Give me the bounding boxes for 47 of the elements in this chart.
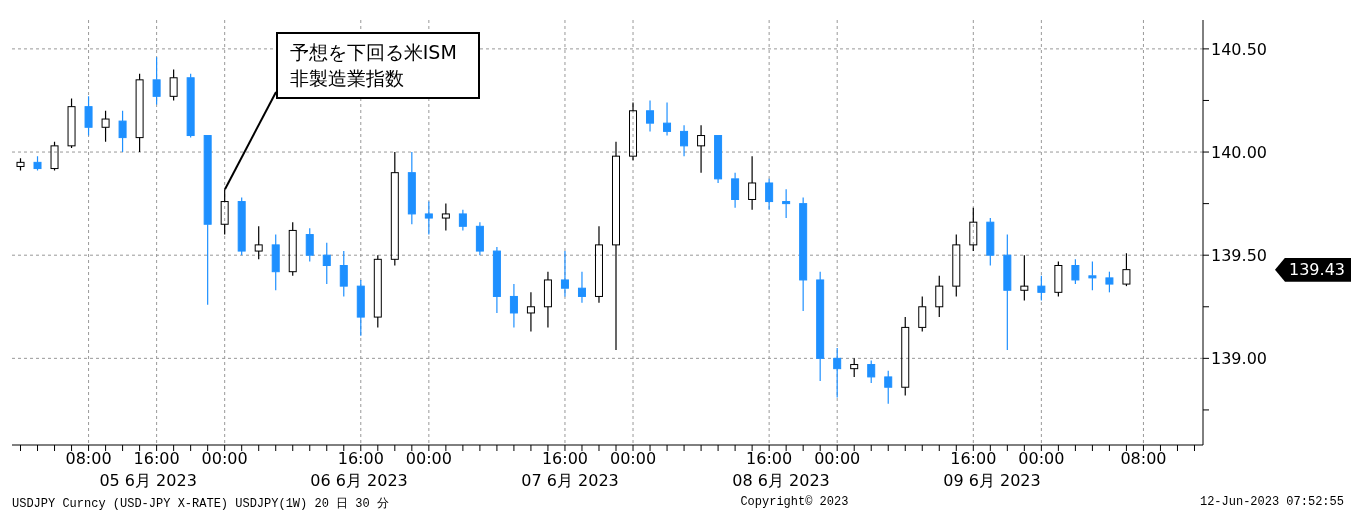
candlestick bbox=[782, 188, 791, 219]
text: 139.43 bbox=[1275, 257, 1351, 282]
text: USDJPY Curncy (USD-JPY X-RATE) USDJPY(1W) 20 日 30 分 bbox=[12, 496, 389, 512]
candlestick bbox=[492, 246, 501, 314]
x-tick-label: 08:00 bbox=[1120, 449, 1167, 469]
x-tick-label: 08:00 bbox=[65, 449, 112, 469]
candlestick bbox=[731, 172, 740, 209]
x-tick-label: 16:00 bbox=[746, 449, 793, 469]
text: 06 6月 2023 bbox=[310, 471, 408, 492]
text: Copyright© 2023 bbox=[740, 495, 849, 511]
candlestick bbox=[577, 271, 586, 304]
y-tick-label: 140.50 bbox=[1211, 39, 1267, 59]
y-tick-label: 139.50 bbox=[1211, 245, 1267, 265]
x-tick-label: 00:00 bbox=[405, 449, 452, 469]
candlestick bbox=[509, 283, 518, 328]
candlestick bbox=[646, 99, 655, 133]
x-tick-label: 16:00 bbox=[337, 449, 384, 469]
text: 09 6月 2023 bbox=[943, 471, 1041, 492]
x-tick-label: 00:00 bbox=[1018, 449, 1065, 469]
text: 07 6月 2023 bbox=[521, 471, 619, 492]
candlestick bbox=[526, 291, 535, 333]
candlestick bbox=[1003, 233, 1012, 351]
x-tick-label: 00:00 bbox=[201, 449, 248, 469]
candlestick bbox=[441, 203, 450, 232]
x-tick-label: 16:00 bbox=[541, 449, 589, 469]
y-tick-label: 140.00 bbox=[1211, 142, 1267, 162]
candlestick bbox=[629, 101, 638, 161]
text: 05 6月 2023 bbox=[99, 471, 197, 492]
x-tick-label: 16:00 bbox=[950, 449, 997, 469]
candlestick bbox=[612, 141, 620, 351]
candlestick bbox=[543, 271, 552, 328]
x-tick-label: 00:00 bbox=[609, 449, 657, 469]
x-tick-label: 16:00 bbox=[133, 449, 180, 469]
x-tick-label: 00:00 bbox=[814, 449, 861, 469]
candlestick bbox=[697, 124, 706, 174]
candlestick bbox=[475, 221, 484, 256]
candlestick bbox=[765, 178, 774, 211]
y-tick-label: 139.00 bbox=[1211, 349, 1267, 369]
text: 08 6月 2023 bbox=[732, 471, 830, 492]
candlestick bbox=[748, 155, 757, 211]
candlestick bbox=[663, 101, 672, 137]
candlestick bbox=[680, 124, 689, 157]
annotation: 予想を下回る米ISM非製造業指数 bbox=[275, 32, 481, 100]
candlestick bbox=[458, 209, 467, 232]
candlestick bbox=[560, 250, 569, 298]
text: 12-Jun-2023 07:52:55 bbox=[1199, 495, 1344, 511]
candlestick bbox=[594, 225, 603, 304]
